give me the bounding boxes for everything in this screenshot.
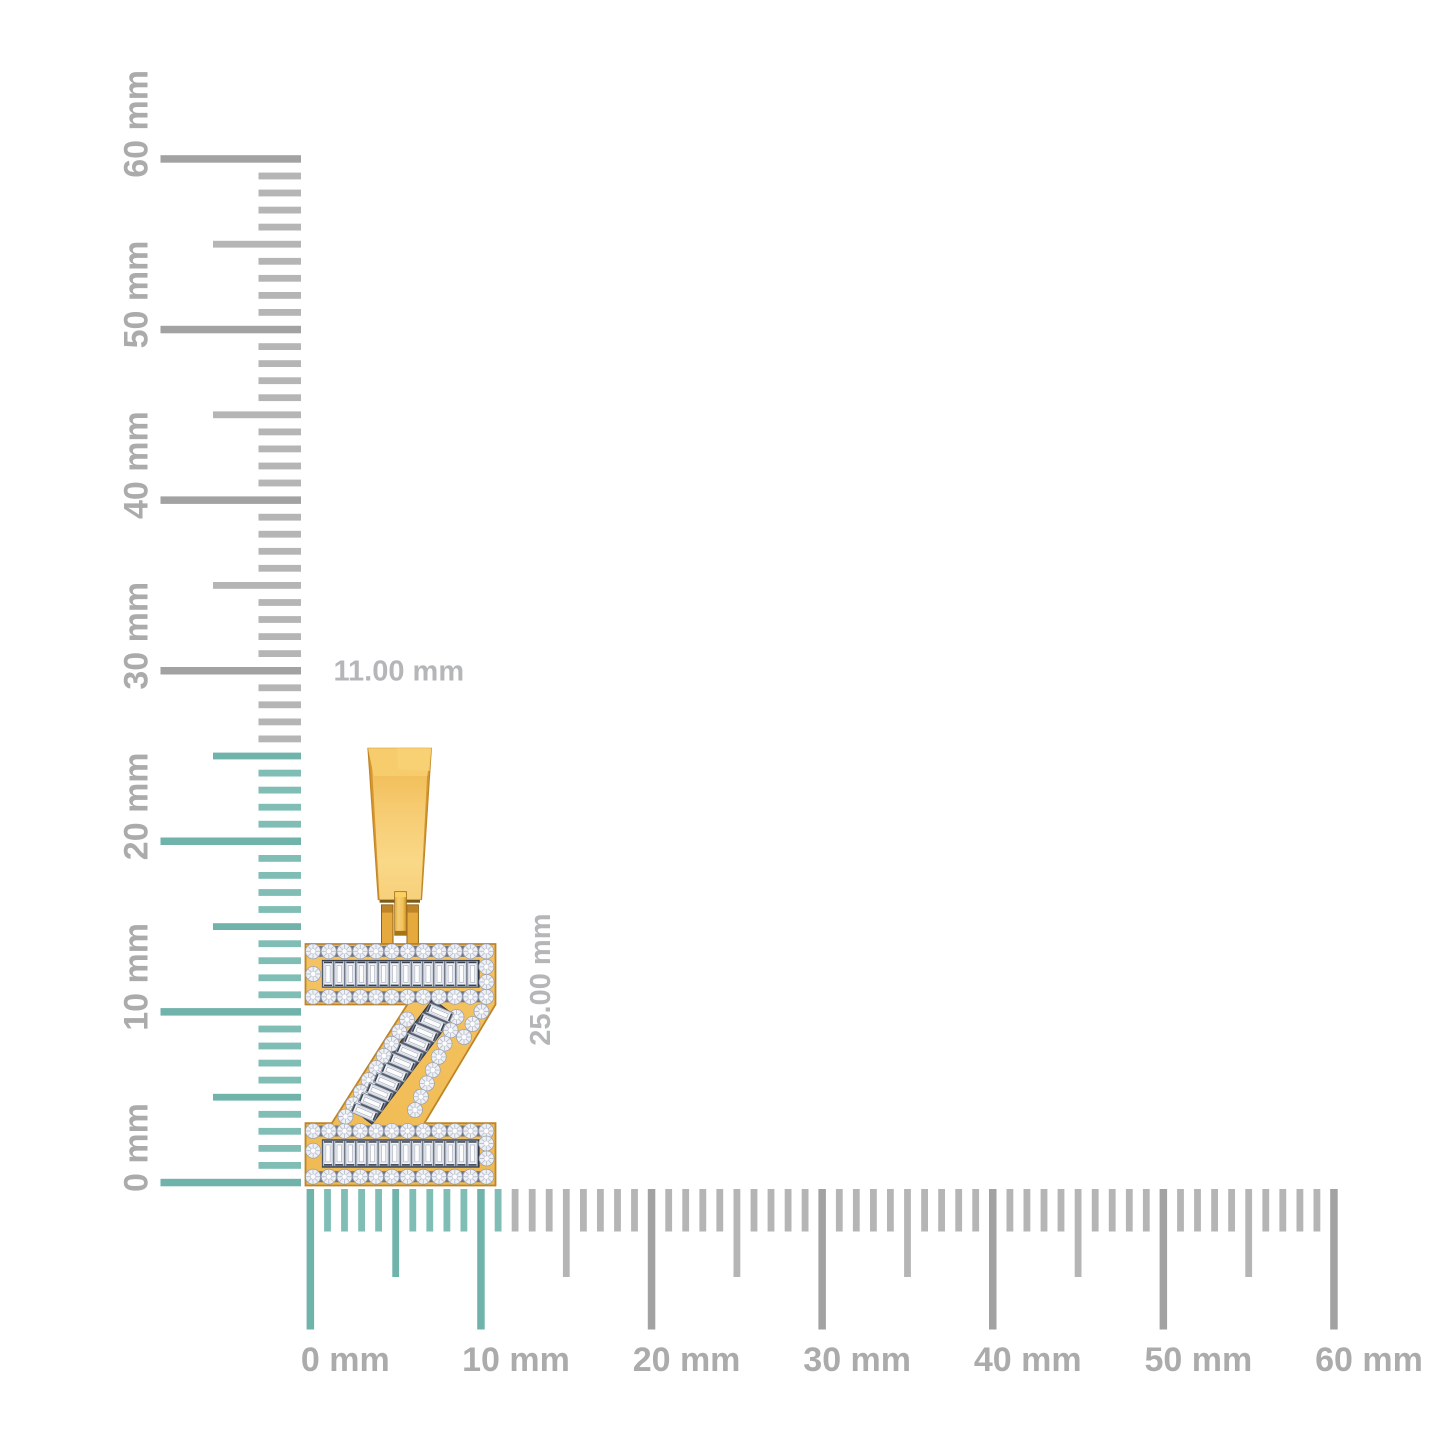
svg-text:20 mm: 20 mm xyxy=(118,752,156,860)
svg-text:0 mm: 0 mm xyxy=(118,1103,156,1192)
svg-text:10 mm: 10 mm xyxy=(118,923,156,1031)
svg-text:50 mm: 50 mm xyxy=(1145,1341,1253,1379)
svg-text:40 mm: 40 mm xyxy=(974,1341,1082,1379)
svg-text:11.00 mm: 11.00 mm xyxy=(334,656,465,688)
svg-text:10 mm: 10 mm xyxy=(462,1341,570,1379)
svg-text:60 mm: 60 mm xyxy=(1315,1341,1423,1379)
svg-text:20 mm: 20 mm xyxy=(633,1341,741,1379)
svg-text:50 mm: 50 mm xyxy=(118,241,156,349)
svg-text:30 mm: 30 mm xyxy=(118,582,156,690)
svg-text:60 mm: 60 mm xyxy=(118,70,156,178)
svg-text:40 mm: 40 mm xyxy=(118,411,156,519)
svg-text:0 mm: 0 mm xyxy=(301,1341,390,1379)
svg-text:30 mm: 30 mm xyxy=(803,1341,911,1379)
svg-text:25.00 mm: 25.00 mm xyxy=(525,913,557,1045)
